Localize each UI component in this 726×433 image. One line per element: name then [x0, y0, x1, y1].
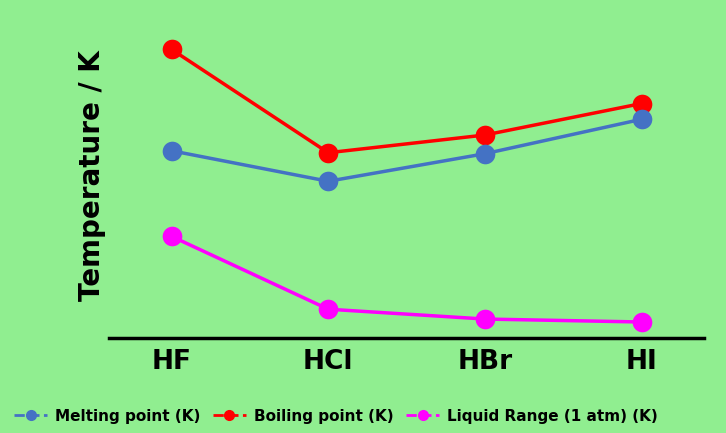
Point: [322, 149, 334, 156]
Point: [636, 319, 648, 326]
Point: [322, 306, 334, 313]
Legend: Melting point (K), Boiling point (K), Liquid Range (1 atm) (K): Melting point (K), Boiling point (K), Li…: [8, 402, 664, 430]
Point: [636, 100, 648, 107]
Point: [479, 150, 491, 157]
Point: [322, 178, 334, 185]
Point: [479, 132, 491, 139]
Point: [166, 147, 177, 154]
Point: [479, 316, 491, 323]
Point: [636, 116, 648, 123]
Y-axis label: Temperature / K: Temperature / K: [78, 50, 106, 301]
Point: [166, 46, 177, 53]
Point: [166, 233, 177, 240]
